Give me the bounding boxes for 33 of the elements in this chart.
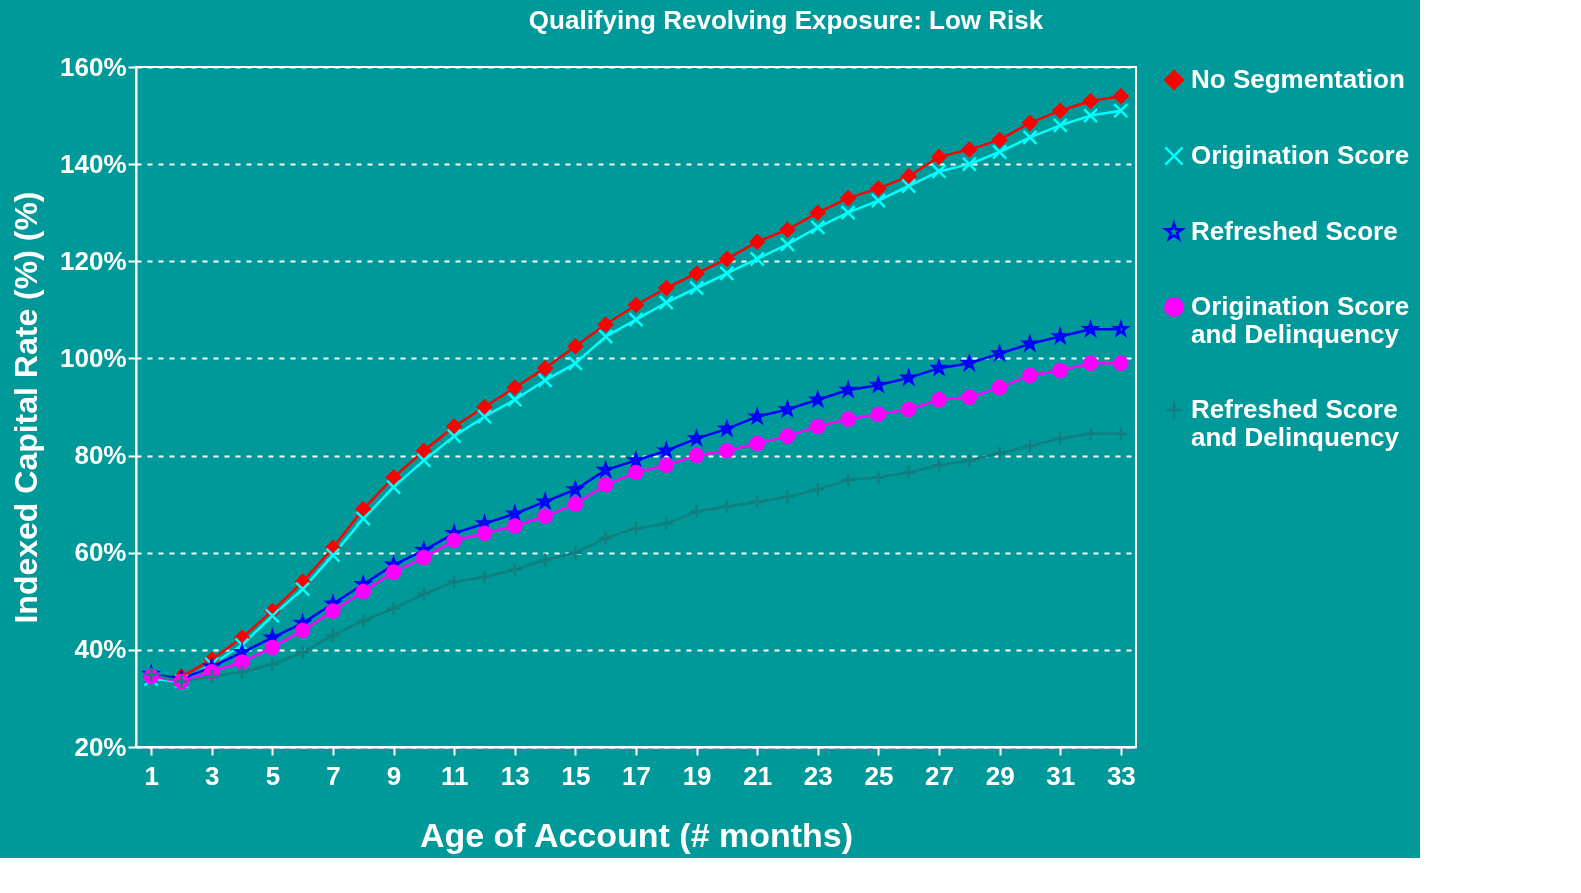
x-tick-label: 7 <box>326 760 341 791</box>
legend-label: No Segmentation <box>1191 64 1405 94</box>
legend-label: Origination Score and Delinquency <box>1191 291 1410 349</box>
x-tick-label: 25 <box>864 760 894 791</box>
x-tick-label: 5 <box>265 760 281 791</box>
y-tick-label: 160% <box>60 51 127 82</box>
x-tick-label: 3 <box>205 760 220 791</box>
y-tick-label: 60% <box>74 537 127 568</box>
x-tick-label: 29 <box>985 760 1015 791</box>
chart-title: Qualifying Revolving Exposure: Low Risk <box>528 5 1044 35</box>
y-tick-label: 20% <box>74 731 127 762</box>
legend-label: Refreshed Score <box>1191 216 1398 246</box>
legend-label: Refreshed Score and Delinquency <box>1191 394 1400 452</box>
y-tick-label: 40% <box>74 634 127 665</box>
y-tick-label: 120% <box>60 245 127 276</box>
x-tick-label: 27 <box>925 760 954 791</box>
legend-label: Origination Score <box>1191 140 1410 170</box>
x-tick-label: 11 <box>440 760 469 791</box>
y-tick-label: 80% <box>74 440 127 471</box>
x-tick-label: 21 <box>743 760 773 791</box>
x-tick-label: 23 <box>803 760 833 791</box>
x-tick-label: 33 <box>1106 760 1136 791</box>
x-axis-title: Age of Account (# months) <box>419 815 854 854</box>
x-tick-label: 13 <box>500 760 530 791</box>
x-tick-label: 15 <box>561 760 591 791</box>
x-tick-label: 9 <box>386 760 402 791</box>
x-tick-label: 19 <box>682 760 712 791</box>
x-tick-label: 1 <box>144 760 159 791</box>
y-axis-title: Indexed Capital Rate (%) (%) <box>8 191 44 624</box>
x-tick-label: 31 <box>1046 760 1076 791</box>
y-tick-label: 100% <box>60 342 127 373</box>
x-tick-label: 17 <box>622 760 651 791</box>
y-tick-label: 140% <box>60 148 127 179</box>
